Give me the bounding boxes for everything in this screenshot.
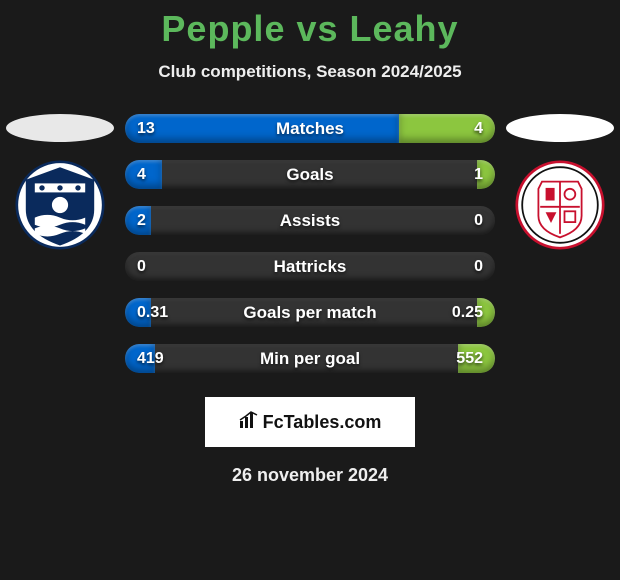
- bar-val-right: 4: [474, 114, 483, 143]
- bar-label: Hattricks: [125, 252, 495, 281]
- bar-val-right: 552: [456, 344, 483, 373]
- bar-val-right: 0.25: [452, 298, 483, 327]
- right-club-crest: [515, 160, 605, 250]
- brand-box[interactable]: FcTables.com: [205, 397, 415, 447]
- subtitle: Club competitions, Season 2024/2025: [0, 62, 620, 82]
- bar-matches: 13 Matches 4: [125, 114, 495, 143]
- bar-val-left: 419: [137, 344, 164, 373]
- chart-icon: [239, 411, 259, 434]
- bar-val-left: 2: [137, 206, 146, 235]
- bar-hattricks: 0 Hattricks 0: [125, 252, 495, 281]
- bar-val-left: 13: [137, 114, 155, 143]
- crest-left-icon: [15, 160, 105, 250]
- bar-val-left: 0.31: [137, 298, 168, 327]
- bar-min-per-goal: 419 Min per goal 552: [125, 344, 495, 373]
- bar-fill-left: [125, 114, 399, 143]
- date-text: 26 november 2024: [0, 465, 620, 486]
- right-side: [505, 114, 615, 250]
- bar-label: Goals: [125, 160, 495, 189]
- bar-label: Goals per match: [125, 298, 495, 327]
- brand-text: FcTables.com: [263, 412, 382, 433]
- container: Pepple vs Leahy Club competitions, Seaso…: [0, 0, 620, 486]
- bar-assists: 2 Assists 0: [125, 206, 495, 235]
- main-row: 13 Matches 4 4 Goals 1 2 Assists 0: [0, 114, 620, 373]
- left-club-crest: [15, 160, 105, 250]
- bar-val-right: 0: [474, 252, 483, 281]
- bar-goals-per-match: 0.31 Goals per match 0.25: [125, 298, 495, 327]
- bar-val-left: 0: [137, 252, 146, 281]
- left-side: [5, 114, 115, 250]
- right-player-marker: [506, 114, 614, 142]
- left-player-marker: [6, 114, 114, 142]
- bar-val-left: 4: [137, 160, 146, 189]
- bar-val-right: 0: [474, 206, 483, 235]
- bar-label: Min per goal: [125, 344, 495, 373]
- stats-bars: 13 Matches 4 4 Goals 1 2 Assists 0: [125, 114, 495, 373]
- bar-goals: 4 Goals 1: [125, 160, 495, 189]
- crest-right-icon: [515, 160, 605, 250]
- bar-label: Assists: [125, 206, 495, 235]
- bar-val-right: 1: [474, 160, 483, 189]
- page-title: Pepple vs Leahy: [0, 8, 620, 50]
